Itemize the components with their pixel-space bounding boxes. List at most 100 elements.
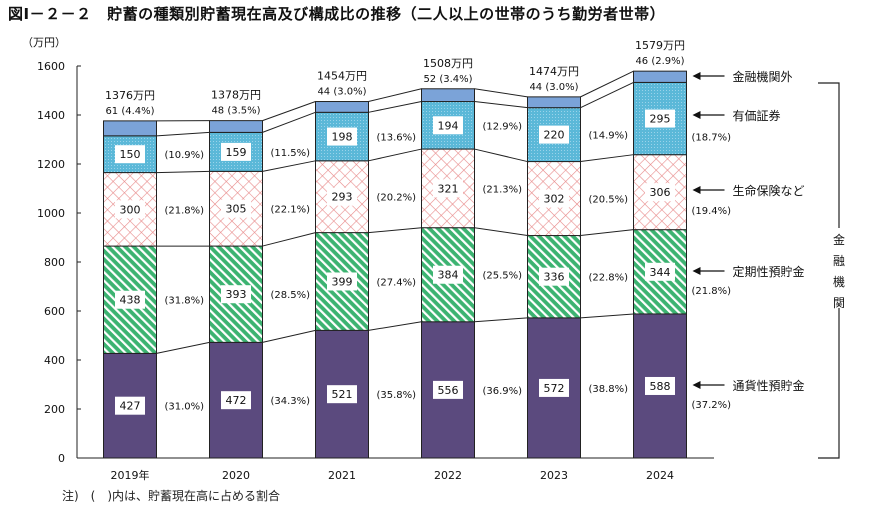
connector-line — [368, 88, 422, 103]
x-tick-label: 2024 — [646, 469, 674, 482]
value-label-box — [645, 109, 675, 128]
share-label: (34.3%) — [271, 396, 311, 407]
share-label: (18.7%) — [692, 133, 732, 144]
connector-line — [156, 131, 210, 137]
legend-arrow-head — [692, 267, 701, 275]
value-label: 572 — [544, 382, 565, 395]
connector-line — [474, 317, 528, 323]
share-label: (27.4%) — [377, 277, 417, 288]
value-label-box — [327, 385, 357, 404]
chart-title: 図Ⅰ－２－２ 貯蓄の種類別貯蓄現在高及び構成比の推移（二人以上の世帯のうち勤労者… — [8, 5, 666, 23]
share-label: (20.2%) — [377, 193, 417, 204]
value-label: 399 — [332, 275, 353, 288]
value-label: 198 — [332, 131, 353, 144]
share-label: (14.9%) — [589, 131, 629, 142]
share-label: (21.3%) — [483, 184, 523, 195]
value-label-box — [115, 396, 145, 415]
share-label: (36.9%) — [483, 386, 523, 397]
value-label-box — [645, 183, 675, 202]
connector-line — [368, 321, 422, 331]
connector-line — [580, 229, 634, 237]
value-label-box — [539, 378, 569, 397]
connector-line — [156, 170, 210, 174]
share-label: (37.2%) — [692, 400, 732, 411]
other-share-label: 44 (3.0%) — [317, 87, 366, 98]
x-tick-label: 2023 — [540, 469, 568, 482]
connector-line — [368, 101, 422, 113]
x-tick-label: 2022 — [434, 469, 462, 482]
value-label-box — [221, 391, 251, 410]
legend-arrow-head — [692, 381, 701, 389]
value-label-box — [327, 272, 357, 291]
value-label-box — [645, 376, 675, 395]
value-label: 159 — [226, 146, 247, 159]
x-tick-label: 2019年 — [111, 468, 150, 482]
total-label: 1474万円 — [529, 65, 579, 78]
share-label: (10.9%) — [165, 150, 205, 161]
bracket — [818, 82, 840, 459]
value-label: 305 — [226, 203, 247, 216]
connector-line — [580, 81, 634, 109]
connector-line — [580, 70, 634, 98]
legend-arrow-head — [692, 186, 701, 194]
value-label-box — [115, 200, 145, 219]
y-tick-label: 200 — [44, 403, 65, 416]
connector-line — [474, 88, 528, 98]
value-label-box — [433, 380, 463, 399]
y-tick-label: 1000 — [37, 207, 65, 220]
value-label-box — [115, 290, 145, 309]
bar-segment — [209, 120, 263, 133]
share-label: (38.8%) — [589, 384, 629, 395]
legend-arrow-head — [692, 111, 701, 119]
group-label-char: 機 — [833, 274, 845, 289]
y-tick-label: 1200 — [37, 158, 65, 171]
other-share-label: 46 (2.9%) — [635, 56, 684, 67]
value-label: 194 — [438, 119, 459, 132]
connector-line — [262, 160, 316, 172]
legend-label: 通貨性預貯金 — [733, 378, 805, 393]
other-share-label: 52 (3.4%) — [423, 74, 472, 85]
y-axis-unit: （万円） — [22, 36, 66, 49]
bar-segment — [421, 88, 475, 103]
connector-line — [474, 101, 528, 109]
footnote: 注) ( )内は、貯蓄現在高に占める割合 — [62, 489, 281, 503]
value-label-box — [433, 265, 463, 284]
y-tick-label: 0 — [58, 452, 65, 465]
bar-segment — [315, 101, 369, 113]
legend-label: 定期性預貯金 — [733, 264, 805, 279]
value-label: 521 — [332, 388, 353, 401]
value-label: 220 — [544, 129, 565, 142]
legend-label: 有価証券 — [733, 108, 781, 123]
share-label: (35.8%) — [377, 390, 417, 401]
legend-label: 生命保険など — [733, 183, 805, 198]
total-label: 1376万円 — [105, 89, 155, 102]
share-label: (12.9%) — [483, 121, 523, 132]
value-label: 588 — [650, 380, 671, 393]
value-label: 302 — [544, 193, 565, 206]
total-label: 1508万円 — [423, 57, 473, 70]
legend-label: 金融機関外 — [733, 69, 793, 84]
value-label: 293 — [332, 191, 353, 204]
y-tick-label: 1600 — [37, 60, 65, 73]
connector-line — [368, 227, 422, 234]
connector-line — [262, 329, 316, 343]
value-label: 306 — [650, 186, 671, 199]
value-label-box — [221, 142, 251, 161]
value-label-box — [539, 189, 569, 208]
value-label-box — [327, 187, 357, 206]
value-label-box — [433, 179, 463, 198]
y-tick-label: 800 — [44, 256, 65, 269]
value-label: 336 — [544, 271, 565, 284]
group-label-char: 関 — [833, 296, 845, 310]
connector-line — [262, 111, 316, 133]
value-label: 393 — [226, 288, 247, 301]
group-label-char: 金 — [833, 232, 845, 247]
bar-segment — [633, 70, 687, 83]
legend-arrow-head — [692, 72, 701, 80]
y-tick-label: 600 — [44, 305, 65, 318]
value-label: 150 — [120, 148, 141, 161]
share-label: (22.8%) — [589, 273, 629, 284]
value-label: 438 — [120, 294, 141, 307]
value-label: 427 — [120, 400, 141, 413]
